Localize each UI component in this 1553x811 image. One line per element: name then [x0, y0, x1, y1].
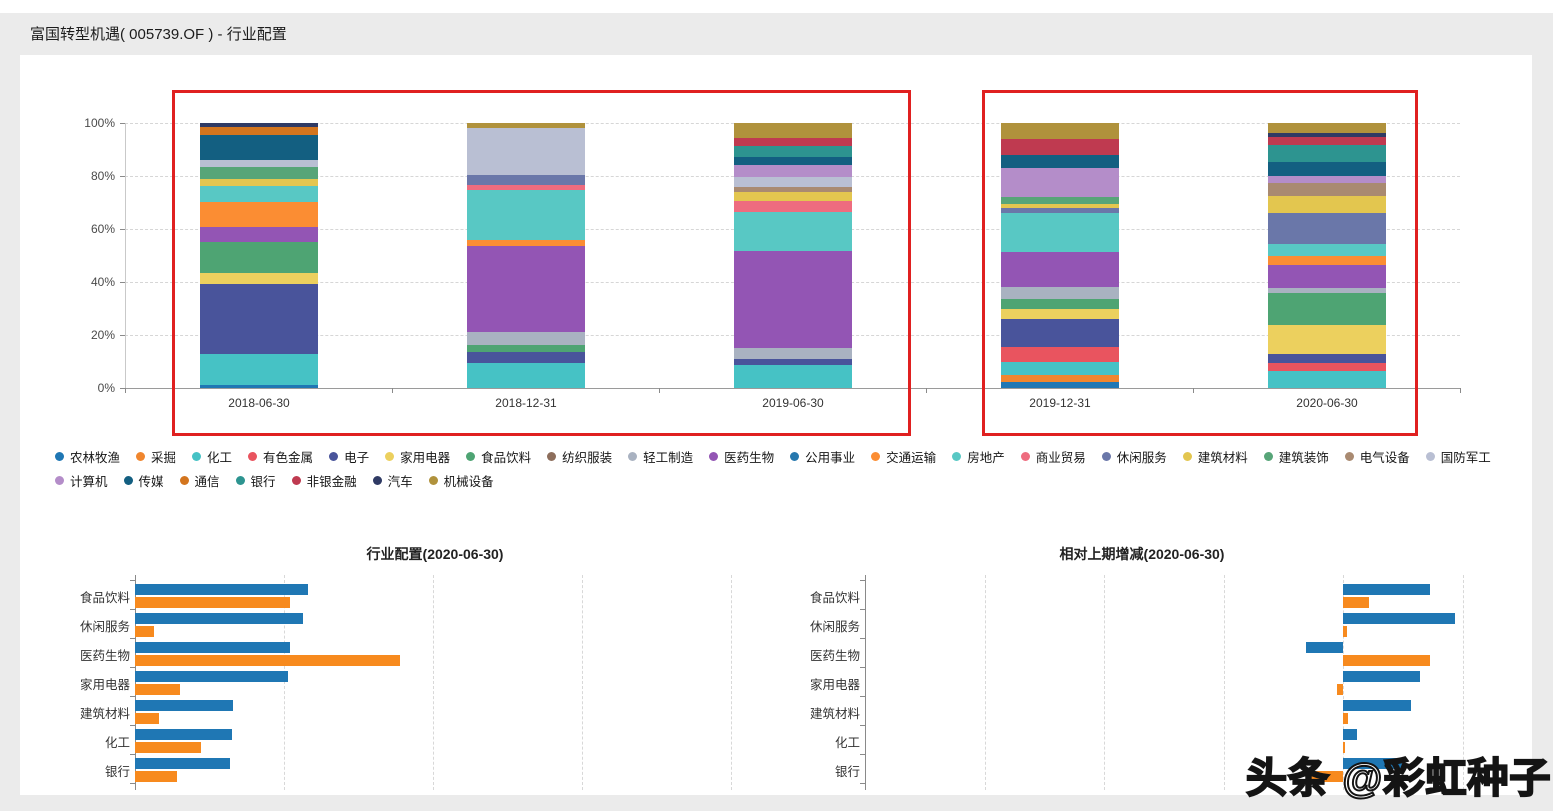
legend-label: 商业贸易 — [1035, 451, 1086, 465]
legend-item-商业贸易[interactable]: 商业贸易 — [1020, 447, 1086, 466]
legend-label: 建筑材料 — [1197, 451, 1248, 465]
legend-item-传媒[interactable]: 传媒 — [123, 471, 164, 490]
legend-label: 家用电器 — [400, 451, 451, 465]
legend-dot-icon — [1263, 452, 1273, 461]
legend-label: 公用事业 — [805, 451, 856, 465]
legend-row-2: 计算机 传媒 通信 银行 非银金融 汽车 机械设备 — [55, 471, 510, 490]
legend-item-银行[interactable]: 银行 — [235, 471, 276, 490]
legend-item-机械设备[interactable]: 机械设备 — [428, 471, 494, 490]
content-card — [20, 55, 1532, 795]
top-strip — [0, 0, 1553, 13]
legend-label: 休闲服务 — [1116, 451, 1167, 465]
legend-label: 交通运输 — [886, 451, 937, 465]
legend-item-食品饮料[interactable]: 食品饮料 — [466, 447, 531, 466]
legend-dot-icon — [372, 476, 382, 485]
legend-dot-icon — [709, 452, 719, 461]
legend-label: 汽车 — [387, 475, 413, 489]
legend-item-公用事业[interactable]: 公用事业 — [790, 447, 855, 466]
legend-item-国防军工[interactable]: 国防军工 — [1425, 447, 1491, 466]
legend-dot-icon — [428, 476, 438, 485]
legend-item-农林牧渔[interactable]: 农林牧渔 — [55, 447, 120, 466]
legend-dot-icon — [291, 476, 301, 485]
legend-label: 国防军工 — [1440, 451, 1491, 465]
legend-label: 传媒 — [138, 475, 164, 489]
legend-dot-icon — [123, 476, 133, 485]
page-title: 富国转型机遇( 005739.OF ) - 行业配置 — [30, 26, 287, 43]
legend-item-通信[interactable]: 通信 — [179, 471, 220, 490]
legend-item-化工[interactable]: 化工 — [192, 447, 232, 466]
legend-dot-icon — [136, 452, 146, 461]
legend-item-医药生物[interactable]: 医药生物 — [709, 447, 774, 466]
legend-dot-icon — [235, 476, 245, 485]
legend-item-轻工制造[interactable]: 轻工制造 — [628, 447, 693, 466]
legend-label: 建筑装饰 — [1278, 451, 1329, 465]
delta-chart-title: 相对上期增减(2020-06-30) — [1059, 546, 1225, 562]
legend-dot-icon — [1101, 452, 1111, 461]
legend-dot-icon — [1020, 452, 1030, 461]
legend-label: 机械设备 — [443, 475, 494, 489]
legend-item-电子[interactable]: 电子 — [329, 447, 369, 466]
legend-dot-icon — [871, 452, 881, 461]
legend-dot-icon — [1182, 452, 1192, 461]
legend-dot-icon — [1344, 452, 1354, 461]
legend-label: 银行 — [250, 475, 276, 489]
legend-dot-icon — [952, 452, 962, 461]
legend-item-房地产[interactable]: 房地产 — [952, 447, 1005, 466]
legend-label: 通信 — [194, 475, 220, 489]
legend-item-非银金融[interactable]: 非银金融 — [291, 471, 357, 490]
legend-item-采掘[interactable]: 采掘 — [136, 447, 176, 466]
legend-label: 采掘 — [151, 451, 177, 465]
legend-label: 医药生物 — [724, 451, 775, 465]
legend-row-1: 农林牧渔 采掘 化工 有色金属 电子 家用电器 食品饮料 纺织服装 轻工制造 医药生物 公用事业 交通… — [55, 447, 1507, 466]
legend-dot-icon — [790, 452, 800, 461]
legend-item-计算机[interactable]: 计算机 — [55, 471, 108, 490]
legend-dot-icon — [466, 452, 476, 461]
legend-dot-icon — [329, 452, 339, 461]
legend-label: 计算机 — [70, 475, 108, 489]
legend-dot-icon — [248, 452, 258, 461]
legend-item-休闲服务[interactable]: 休闲服务 — [1101, 447, 1167, 466]
legend-label: 食品饮料 — [481, 451, 532, 465]
legend-label: 电气设备 — [1359, 451, 1410, 465]
legend-label: 电子 — [344, 451, 370, 465]
legend-label: 非银金融 — [306, 475, 357, 489]
legend-label: 化工 — [207, 451, 233, 465]
legend-item-有色金属[interactable]: 有色金属 — [248, 447, 313, 466]
alloc-chart-title: 行业配置(2020-06-30) — [366, 546, 504, 562]
watermark: 头条 @彩虹种子 — [1245, 754, 1552, 802]
legend-label: 纺织服装 — [562, 451, 613, 465]
legend-item-建筑材料[interactable]: 建筑材料 — [1182, 447, 1248, 466]
legend-label: 房地产 — [967, 451, 1005, 465]
legend-item-汽车[interactable]: 汽车 — [372, 471, 413, 490]
legend-item-家用电器[interactable]: 家用电器 — [385, 447, 450, 466]
legend-label: 轻工制造 — [643, 451, 694, 465]
legend-dot-icon — [179, 476, 189, 485]
legend-dot-icon — [1425, 452, 1435, 461]
legend-dot-icon — [385, 452, 395, 461]
legend-item-电气设备[interactable]: 电气设备 — [1344, 447, 1410, 466]
legend-item-纺织服装[interactable]: 纺织服装 — [547, 447, 612, 466]
legend-dot-icon — [192, 452, 202, 461]
legend-label: 有色金属 — [263, 451, 314, 465]
legend-item-建筑装饰[interactable]: 建筑装饰 — [1263, 447, 1329, 466]
legend-dot-icon — [55, 476, 64, 485]
legend-dot-icon — [55, 452, 64, 461]
legend-label: 农林牧渔 — [70, 451, 121, 465]
legend-dot-icon — [628, 452, 638, 461]
legend-item-交通运输[interactable]: 交通运输 — [871, 447, 936, 466]
legend-dot-icon — [547, 452, 557, 461]
